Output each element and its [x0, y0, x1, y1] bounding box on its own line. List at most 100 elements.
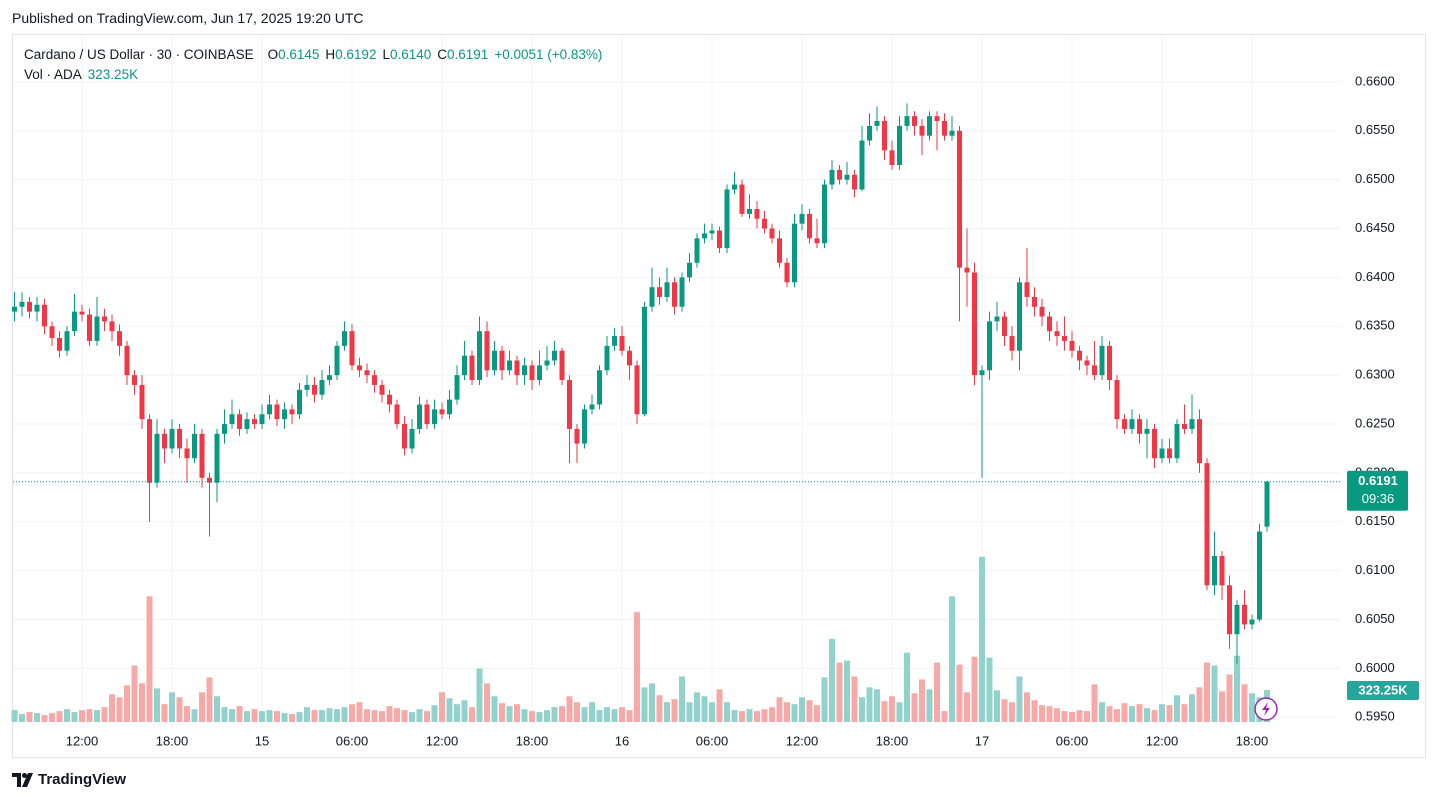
candle-body [1122, 419, 1127, 429]
candle-body [897, 125, 902, 166]
candle-body [297, 389, 302, 415]
volume-bar [566, 696, 573, 722]
volume-bar [169, 692, 175, 722]
chart-frame [12, 34, 1426, 758]
volume-bar [799, 697, 805, 722]
volume-bar [821, 677, 828, 722]
volume-bar [581, 707, 588, 722]
volume-bar [1009, 702, 1015, 722]
candle-body [1062, 336, 1067, 341]
candle-body [229, 414, 235, 425]
candle-body [1009, 336, 1015, 351]
candle-body [574, 428, 580, 444]
volume-bar [1226, 674, 1233, 722]
candle-body [522, 365, 527, 376]
candle-body [1114, 380, 1120, 420]
candle-body [192, 433, 197, 459]
volume-bar [1084, 711, 1090, 722]
x-tick-label: 18:00 [1236, 733, 1269, 748]
candle-body [394, 404, 400, 425]
candle-body [469, 355, 475, 381]
volume-bar [1039, 705, 1045, 722]
x-tick-label: 18:00 [876, 733, 909, 748]
volume-bar [409, 712, 415, 722]
x-tick-label: 06:00 [1056, 733, 1089, 748]
volume-bar [919, 679, 925, 722]
volume-bar [1076, 710, 1083, 722]
candle-body [454, 375, 460, 400]
candle-body [649, 287, 655, 307]
y-tick-label: 0.6000 [1355, 660, 1395, 675]
assistant-icon[interactable] [1254, 697, 1278, 721]
candle-body [1032, 296, 1037, 307]
volume-bar [296, 712, 303, 722]
volume-bar [1204, 662, 1210, 722]
candle-body [1182, 424, 1187, 429]
volume-bar [1189, 694, 1195, 722]
candle-body [169, 428, 175, 449]
candle-body [117, 331, 122, 346]
volume-bar [679, 676, 685, 722]
candle-body [57, 338, 62, 351]
candle-body [132, 375, 137, 385]
volume-bar [86, 709, 93, 722]
candle-body [642, 306, 647, 415]
candle-body [379, 384, 385, 395]
candle-body [567, 380, 572, 429]
candle-body [79, 311, 85, 315]
candle-body [672, 282, 677, 307]
volume-bar [791, 704, 798, 722]
candle-body [349, 331, 355, 366]
volume-bar [1001, 699, 1008, 722]
volume-bar [814, 705, 820, 722]
candle-body [237, 414, 242, 429]
candle-body [402, 424, 407, 449]
candle-body [499, 350, 505, 371]
candle-body [627, 350, 632, 366]
legend: Cardano / US Dollar · 30 · COINBASE O 0.6… [24, 45, 602, 85]
axis-layer: 0.59500.60000.60500.61000.61500.62000.62… [66, 73, 1395, 748]
grid [13, 35, 1340, 730]
footer-text: TradingView [38, 771, 127, 788]
candle-body [994, 316, 1000, 322]
candle-body [87, 314, 92, 341]
volume-bar [1069, 712, 1075, 722]
legend-key: H [325, 47, 336, 62]
volume-bar [454, 704, 460, 722]
candle-body [334, 345, 340, 376]
legend-key: C [437, 47, 448, 62]
candle-body [199, 433, 205, 478]
volume-bar [889, 696, 895, 722]
candle-body [304, 384, 310, 390]
candle-body [1084, 360, 1090, 366]
volume-bar [844, 660, 850, 722]
candle-body [387, 394, 392, 405]
volume-bar [994, 690, 1000, 722]
candle-body [34, 304, 40, 312]
symbol-name: Cardano / US Dollar · 30 · COINBASE [24, 47, 254, 62]
candle-body [1242, 604, 1247, 625]
y-tick-label: 0.6450 [1355, 220, 1395, 235]
volume-value: 323.25K [87, 67, 139, 82]
candle-body [724, 189, 730, 249]
candle-body [822, 184, 827, 244]
volume-bar [319, 710, 325, 722]
volume-bar [829, 638, 835, 722]
candle-body [424, 404, 430, 425]
volume-bar [191, 709, 198, 722]
volume-bar [1166, 705, 1173, 722]
candle-body [214, 433, 220, 483]
volume-bar [784, 702, 790, 722]
volume-bar [604, 707, 610, 722]
volume-bar [1091, 684, 1098, 722]
volume-bar [754, 711, 760, 722]
x-tick-label: 06:00 [336, 733, 369, 748]
candle-body [1054, 331, 1060, 337]
candle-body [319, 380, 325, 395]
candle-body [709, 230, 715, 234]
last-price-label: 0.6191 [1358, 473, 1398, 488]
volume-bar [34, 713, 40, 722]
candle-body [267, 404, 272, 415]
volume-bar [971, 656, 978, 722]
